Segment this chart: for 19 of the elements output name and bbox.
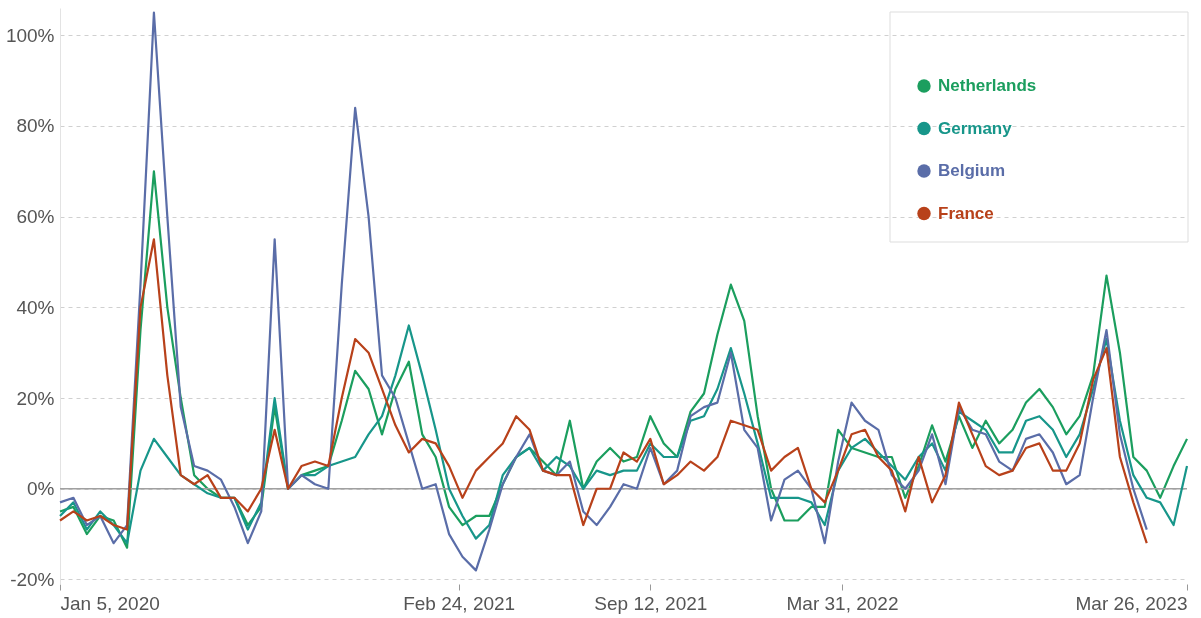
line-series [58, 324, 1189, 545]
y-tick-label: 40% [16, 296, 55, 318]
legend-label: Belgium [938, 161, 1006, 180]
y-tick-label: 100% [5, 24, 55, 46]
line-series [58, 11, 1148, 572]
y-tick-label: 20% [16, 387, 55, 409]
y-tick-label: -20% [10, 568, 55, 590]
legend-label: Germany [938, 118, 1013, 138]
x-tick-label: Jan 5, 2020 [60, 592, 160, 614]
y-tick-label: 60% [16, 206, 55, 228]
x-tick-label: Sep 12, 2021 [594, 592, 708, 614]
line-series [58, 238, 1148, 545]
x-tick-label: Feb 24, 2021 [403, 592, 516, 614]
legend-label: France [938, 203, 994, 223]
x-tick-label: Mar 31, 2022 [786, 592, 899, 614]
legend-label: Netherlands [938, 76, 1037, 95]
y-tick-label: 80% [16, 115, 55, 137]
y-tick-label: 0% [27, 478, 55, 500]
x-tick-label: Mar 26, 2023 [1075, 592, 1188, 614]
